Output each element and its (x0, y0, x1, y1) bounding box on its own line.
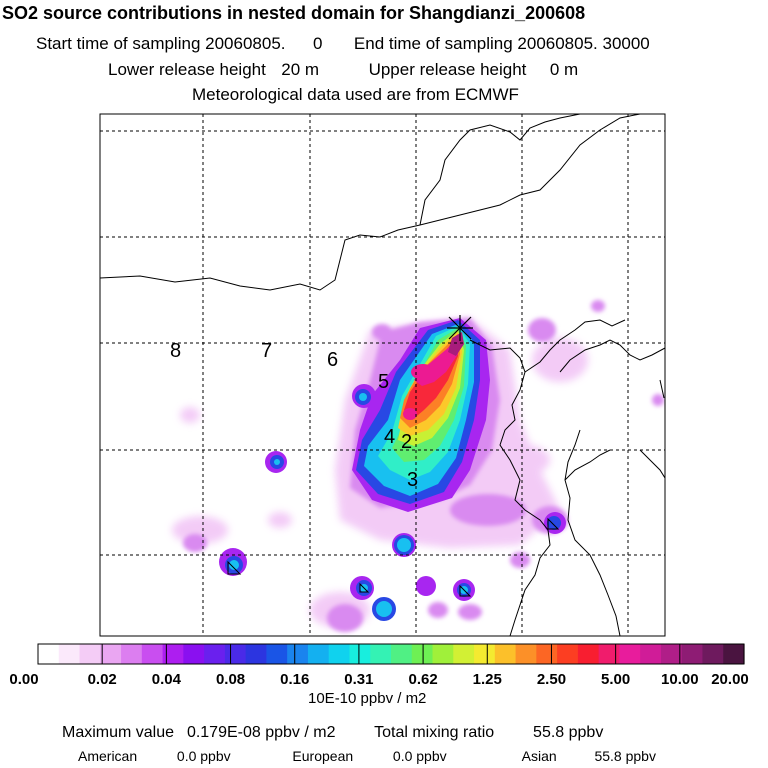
colorbar-swatch (702, 644, 724, 664)
colorbar-swatch (474, 644, 496, 664)
coastlines (100, 114, 665, 636)
colorbar-swatch (287, 644, 309, 664)
regional-contributions: American 0.0 ppbv European 0.0 ppbv Asia… (78, 748, 656, 764)
european-value: 0.0 ppbv (392, 748, 447, 764)
colorbar-tick-label: 0.08 (216, 671, 245, 688)
colorbar-tick-label: 2.50 (537, 671, 566, 688)
colorbar-swatch (411, 644, 434, 664)
end-time-label: End time of sampling (353, 34, 513, 53)
end-time-value: 20060805. 30000 (517, 34, 650, 53)
asian-label: Asian (521, 748, 557, 764)
total-mixing-label: Total mixing ratio (374, 724, 495, 741)
colorbar-swatch (79, 644, 101, 664)
colorbar-unit: 10E-10 ppbv / m2 (308, 690, 427, 707)
met-data-line: Meteorological data used are from ECMWF (192, 85, 519, 104)
colorbar-swatch (141, 644, 164, 664)
start-time-label: Start time of sampling (36, 34, 201, 53)
american-label: American (78, 748, 138, 764)
grid-lines (100, 114, 665, 636)
source-marker-icon (459, 584, 472, 597)
map-frame (99, 113, 666, 637)
track-label-7: 7 (261, 340, 272, 362)
lower-release-value: 20 m (281, 60, 320, 79)
colorbar-tick-label: 0.02 (88, 671, 117, 688)
colorbar-swatch (58, 644, 81, 664)
colorbar-swatch (619, 644, 641, 664)
colorbar-swatch (577, 644, 600, 664)
colorbar-swatch (598, 644, 621, 664)
colorbar-swatches (38, 644, 745, 664)
colorbar-swatch (162, 644, 184, 664)
colorbar-swatch (723, 644, 745, 664)
colorbar-swatch (453, 644, 475, 664)
colorbar-tick-labels: 0.00 0.02 0.04 0.08 0.16 0.31 0.62 1.25 2.50 5.00… (9, 671, 748, 688)
colorbar-swatch (494, 644, 517, 664)
track-label-8: 8 (170, 340, 181, 362)
colorbar-swatch (536, 644, 558, 664)
source-marker-icon (547, 517, 560, 530)
lower-release-label: Lower release height (108, 60, 266, 79)
colorbar-swatch (183, 644, 205, 664)
colorbar-swatch (266, 644, 288, 664)
colorbar-swatch (204, 644, 226, 664)
track-label-5: 5 (378, 371, 389, 393)
colorbar-tick-label: 20.00 (711, 671, 749, 688)
chart-title: SO2 source contributions in nested domai… (2, 3, 586, 23)
colorbar-swatch (660, 644, 683, 664)
colorbar-tick-label: 1.25 (473, 671, 502, 688)
start-time-value: 20060805. (205, 34, 286, 53)
trajectory-labels: 8 7 6 5 4 2 3 (170, 340, 418, 491)
colorbar-frame (37, 643, 745, 665)
american-value: 0.0 ppbv (176, 748, 231, 764)
release-height-line: Lower release height 20 m Upper release … (108, 60, 578, 80)
track-label-6: 6 (327, 349, 338, 371)
colorbar-swatch (224, 644, 247, 664)
start-time-hour: 0 (312, 34, 323, 53)
colorbar-swatch (38, 644, 60, 664)
source-marker-icon (359, 582, 370, 593)
colorbar-swatch (328, 644, 351, 664)
track-label-3: 3 (407, 469, 418, 491)
colorbar-tick-label: 0.00 (9, 671, 38, 688)
colorbar-swatch (681, 644, 704, 664)
colorbar-swatch (391, 644, 413, 664)
colorbar-tick-label: 0.04 (152, 671, 182, 688)
upper-release-label: Upper release height (368, 60, 527, 79)
colorbar-swatch (245, 644, 268, 664)
receptor-cross-icon (447, 315, 473, 341)
plume-layer (172, 300, 664, 632)
max-value: 0.179E-08 ppbv / m2 (186, 724, 336, 741)
upper-release-value: 0 m (549, 60, 579, 79)
colorbar-tick-label: 0.62 (408, 671, 437, 688)
colorbar-tick-label: 0.16 (280, 671, 309, 688)
colorbar-swatch (307, 644, 330, 664)
total-mixing-value: 55.8 ppbv (533, 724, 604, 741)
colorbar-tick-label: 0.31 (344, 671, 373, 688)
colorbar-swatch (370, 644, 392, 664)
asian-value: 55.8 ppbv (594, 748, 656, 764)
track-label-2: 2 (401, 431, 412, 453)
source-marker-icon (227, 560, 242, 575)
source-markers (227, 517, 560, 597)
colorbar-swatch (349, 644, 371, 664)
european-label: European (292, 748, 354, 764)
colorbar-tick-label: 5.00 (601, 671, 630, 688)
colorbar-swatch (557, 644, 579, 664)
colorbar-swatch (121, 644, 143, 664)
summary-line: Maximum value 0.179E-08 ppbv / m2 Total … (62, 724, 603, 742)
colorbar-swatch (100, 644, 122, 664)
colorbar-swatch (432, 644, 454, 664)
colorbar-swatch (515, 644, 537, 664)
colorbar-tick-label: 10.00 (661, 671, 699, 688)
max-value-label: Maximum value (62, 724, 175, 741)
colorbar-swatch (640, 644, 662, 664)
sampling-time-line: Start time of sampling 20060805. 0 End t… (36, 34, 650, 54)
track-label-4: 4 (384, 426, 395, 448)
